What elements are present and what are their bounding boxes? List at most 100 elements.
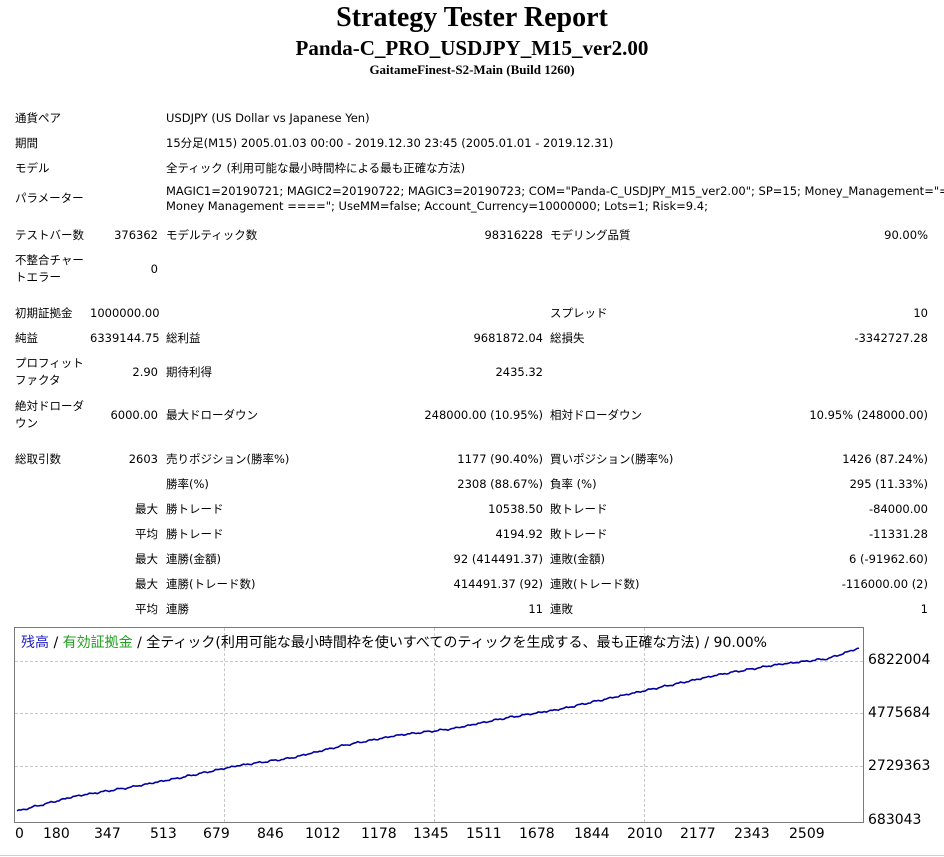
period-value: 15分足(M15) 2005.01.03 00:00 - 2019.12.30 …	[166, 136, 614, 150]
chart-model-caption: / 全ティック(利用可能な最小時間枠を使いすべてのティックを生成する、最も正確な…	[132, 635, 767, 651]
pair-label: 通貨ペア	[15, 111, 61, 125]
x-tick-label: 513	[150, 826, 177, 842]
grid-line	[15, 713, 863, 714]
avg-cons-wins-label: 連勝	[166, 602, 189, 616]
cons-loss-trades-label: 連敗(トレード数)	[550, 577, 640, 591]
short-positions-value: 1177 (90.40%)	[457, 452, 543, 466]
expected-payoff-value: 2435.32	[495, 365, 543, 379]
ticks-label: モデルティック数	[166, 228, 258, 242]
expected-payoff-label: 期待利得	[166, 365, 212, 379]
report-title: Strategy Tester Report	[336, 2, 608, 33]
spread-label: スプレッド	[550, 306, 608, 320]
grid-line	[644, 628, 645, 822]
balance-chart: 残高 / 有効証拠金 / 全ティック(利用可能な最小時間枠を使いすべてのティック…	[14, 627, 864, 823]
x-tick-label: 1678	[519, 826, 555, 842]
largest-loss-value: -84000.00	[868, 502, 928, 516]
x-tick-label: 2010	[627, 826, 663, 842]
x-tick-label: 1844	[574, 826, 610, 842]
cons-loss-trades-value: -116000.00 (2)	[841, 577, 928, 591]
model-value: 全ティック (利用可能な最小時間枠による最も正確な方法)	[166, 161, 466, 175]
equity-legend: 有効証拠金	[62, 635, 133, 651]
cons-wins-money-label: 連勝(金額)	[166, 552, 221, 566]
deposit-label: 初期証拠金	[15, 306, 73, 320]
bars-label: テストバー数	[15, 228, 84, 242]
largest-win-value: 10538.50	[488, 502, 543, 516]
params-label: パラメーター	[15, 191, 84, 205]
win-rate-label: 勝率(%)	[166, 477, 209, 491]
ea-name: Panda-C_PRO_USDJPY_M15_ver2.00	[295, 36, 649, 60]
grid-line	[15, 766, 863, 767]
total-trades-value: 2603	[128, 452, 158, 466]
pair-value: USDJPY (US Dollar vs Japanese Yen)	[166, 111, 370, 125]
avg-win-label: 勝トレード	[166, 527, 224, 541]
bottom-divider	[0, 855, 944, 856]
model-label: モデル	[15, 161, 50, 175]
quality-value: 90.00%	[884, 228, 928, 242]
max-row-label: 最大	[135, 552, 158, 566]
largest-loss-label: 敗トレード	[550, 502, 608, 516]
x-tick-label: 1178	[361, 826, 397, 842]
profit-factor-label: プロフィットファクタ	[15, 356, 84, 387]
mismatch-value: 0	[150, 262, 158, 276]
y-tick-label: 6822004	[868, 652, 931, 668]
y-tick-label: 683043	[868, 812, 922, 828]
period-label: 期間	[15, 136, 38, 150]
profit-factor-value: 2.90	[132, 365, 158, 379]
x-tick-label: 1012	[305, 826, 341, 842]
legend-separator: /	[49, 635, 63, 651]
chart-caption: 残高 / 有効証拠金 / 全ティック(利用可能な最小時間枠を使いすべてのティック…	[21, 632, 767, 652]
x-tick-label: 2177	[680, 826, 716, 842]
balance-line-plot	[16, 647, 860, 812]
server-name: GaitameFinest-S2-Main (Build 1260)	[369, 62, 575, 77]
gross-profit-value: 9681872.04	[473, 331, 543, 345]
ticks-value: 98316228	[484, 228, 543, 242]
gross-loss-value: -3342727.28	[854, 331, 928, 345]
net-profit-label: 純益	[15, 331, 38, 345]
x-tick-label: 679	[203, 826, 230, 842]
cons-wins-trades-value: 414491.37 (92)	[453, 577, 543, 591]
long-positions-label: 買いポジション(勝率%)	[550, 452, 674, 466]
long-positions-value: 1426 (87.24%)	[842, 452, 928, 466]
max-drawdown-label: 最大ドローダウン	[166, 408, 258, 422]
rel-drawdown-value: 10.95% (248000.00)	[809, 408, 928, 422]
gross-profit-label: 総利益	[166, 331, 201, 345]
x-tick-label: 2343	[734, 826, 770, 842]
quality-label: モデリング品質	[550, 228, 631, 242]
grid-line	[434, 628, 435, 822]
cons-wins-trades-label: 連勝(トレード数)	[166, 577, 256, 591]
cons-wins-money-value: 92 (414491.37)	[453, 552, 543, 566]
avg-row-label: 平均	[135, 527, 158, 541]
bars-value: 376362	[114, 228, 158, 242]
grid-line	[224, 628, 225, 822]
max-row-label: 最大	[135, 577, 158, 591]
max-drawdown-value: 248000.00 (10.95%)	[424, 408, 543, 422]
x-tick-label: 180	[43, 826, 70, 842]
avg-cons-wins-value: 11	[528, 602, 543, 616]
loss-rate-label: 負率 (%)	[550, 477, 597, 491]
balance-series-line	[16, 647, 860, 812]
x-tick-label: 0	[15, 826, 24, 842]
params-line2: Money Management ===="; UseMM=false; Acc…	[166, 199, 708, 213]
avg-cons-loss-value: 1	[920, 602, 928, 616]
x-tick-label: 1511	[466, 826, 502, 842]
x-tick-label: 347	[94, 826, 121, 842]
spread-value: 10	[913, 306, 928, 320]
grid-line	[15, 661, 863, 662]
avg-cons-loss-label: 連敗	[550, 602, 573, 616]
rel-drawdown-label: 相対ドローダウン	[550, 408, 642, 422]
x-tick-label: 2509	[789, 826, 825, 842]
x-tick-label: 846	[257, 826, 284, 842]
params-line1: MAGIC1=20190721; MAGIC2=20190722; MAGIC3…	[166, 184, 944, 198]
balance-legend: 残高	[21, 635, 49, 651]
avg-win-value: 4194.92	[495, 527, 543, 541]
largest-win-label: 勝トレード	[166, 502, 224, 516]
cons-loss-money-label: 連敗(金額)	[550, 552, 605, 566]
win-rate-value: 2308 (88.67%)	[457, 477, 543, 491]
abs-drawdown-value: 6000.00	[110, 408, 158, 422]
loss-rate-value: 295 (11.33%)	[849, 477, 928, 491]
y-tick-label: 4775684	[868, 705, 931, 721]
y-tick-label: 2729363	[868, 758, 931, 774]
net-profit-value: 6339144.75	[90, 331, 160, 345]
avg-row-label: 平均	[135, 602, 158, 616]
avg-loss-value: -11331.28	[868, 527, 928, 541]
